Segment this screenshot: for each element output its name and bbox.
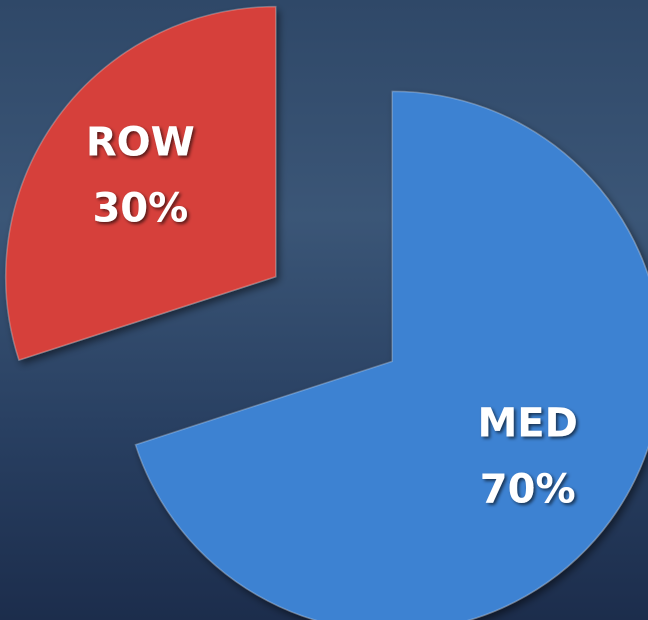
- pie-slice: [5, 5, 277, 362]
- slice-label: ROW: [86, 119, 195, 165]
- slice-value-label: 70%: [480, 467, 576, 513]
- slice-label: MED: [478, 401, 578, 447]
- pie-slice: [134, 90, 648, 620]
- slice-value-label: 30%: [92, 185, 188, 231]
- pie: MED 70% ROW 30%: [5, 5, 648, 620]
